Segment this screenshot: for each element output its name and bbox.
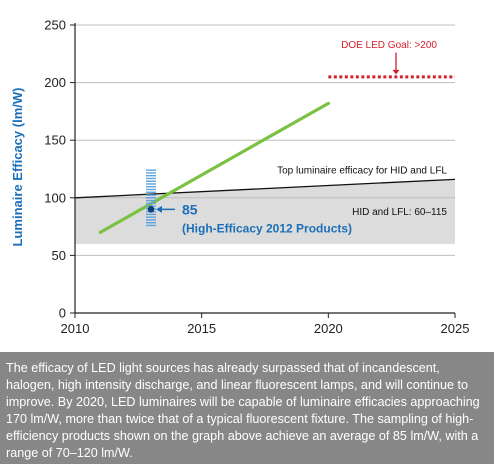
x-tick-label: 2010 (61, 321, 90, 336)
hid-lfl-band (75, 179, 455, 244)
y-tick-label: 200 (44, 75, 66, 90)
average-arrow-head (156, 205, 162, 213)
average-description-label: (High-Efficacy 2012 Products) (182, 221, 352, 235)
y-tick-label: 150 (44, 133, 66, 148)
x-tick-label: 2020 (314, 321, 343, 336)
x-tick-label: 2015 (187, 321, 216, 336)
chart-svg: 0 50 100 150 200 250 2010 2015 2020 2025 85 (High-… (10, 18, 470, 337)
figure-caption: The efficacy of LED light sources has al… (0, 352, 494, 464)
x-tick-label: 2025 (441, 321, 470, 336)
y-tick-label: 0 (59, 306, 66, 321)
y-axis-label: Luminaire Efficacy (lm/W) (10, 88, 25, 247)
y-tick-label: 50 (52, 248, 66, 263)
doe-goal-label: DOE LED Goal: >200 (341, 40, 437, 51)
hid-lfl-range-label: HID and LFL: 60–115 (352, 207, 447, 218)
top-efficacy-label: Top luminaire efficacy for HID and LFL (277, 165, 447, 176)
doe-goal-arrow-head (392, 69, 400, 75)
efficacy-chart: 0 50 100 150 200 250 2010 2015 2020 2025 85 (High-… (10, 18, 470, 337)
led-efficacy-line (98, 101, 330, 234)
average-point (147, 206, 155, 213)
top-efficacy-line (74, 178, 456, 199)
average-value-label: 85 (182, 201, 198, 217)
y-tick-label: 250 (44, 18, 66, 33)
y-tick-label: 100 (44, 190, 66, 205)
